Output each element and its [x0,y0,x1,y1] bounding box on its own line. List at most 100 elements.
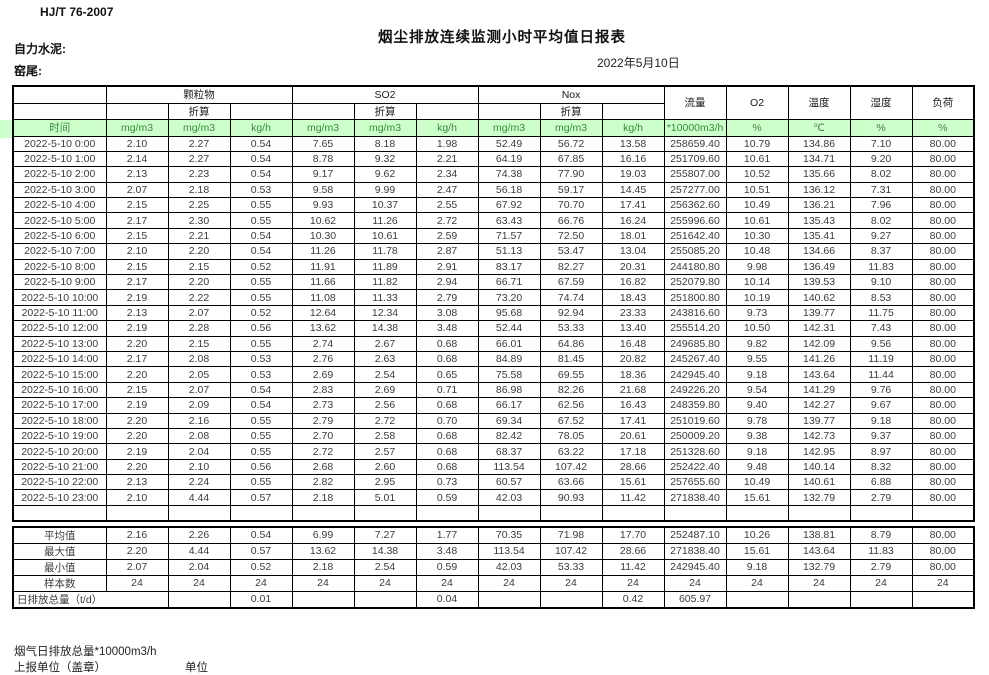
value-cell: 10.61 [725,212,789,229]
data-row: 2022-5-10 1:00 2.14 2.27 0.54 8.78 9.32 2.21 64… [12,150,975,168]
value-cell: 18.36 [601,366,665,383]
value-cell: 2.20 [105,412,169,429]
value-cell: 9.76 [849,381,913,399]
summary-value-cell: 0.59 [415,558,479,576]
value-cell: 8.78 [291,150,355,168]
value-cell: 2.47 [415,181,479,199]
value-cell: 250009.20 [663,427,727,445]
report-table-area: 颗粒物 SO2 Nox 流量 O2 温度 湿度 负荷 折算 折算 折算 [12,85,976,609]
value-cell: 248359.80 [663,397,727,414]
daily-total-value-cell: 0.42 [601,590,665,609]
time-cell: 2022-5-10 23:00 [12,489,107,506]
value-cell: 0.68 [415,427,479,445]
value-cell: 52.49 [477,135,541,152]
time-cell: 2022-5-10 18:00 [12,412,107,429]
summary-value-cell: 13.62 [291,542,355,560]
value-cell: 66.76 [539,212,603,229]
value-cell: 2.91 [415,258,479,276]
data-row: 2022-5-10 22:00 2.13 2.24 0.55 2.82 2.95 0.73 6… [12,474,975,491]
value-cell: 10.49 [725,197,789,214]
value-cell: 23.33 [601,304,665,322]
value-cell: 2.19 [105,289,169,306]
value-cell: 2.18 [291,489,355,506]
value-cell: 59.17 [539,181,603,199]
value-cell: 17.41 [601,412,665,429]
value-cell: 15.61 [601,474,665,491]
summary-value-cell: 9.18 [725,558,789,576]
value-cell: 2.10 [105,489,169,506]
daily-total-value-cell [539,590,603,609]
data-row: 2022-5-10 5:00 2.17 2.30 0.55 10.62 11.26 2.72… [12,212,975,229]
value-cell: 2.19 [105,397,169,414]
value-cell: 141.29 [787,381,851,399]
value-cell: 0.54 [229,243,293,260]
value-cell: 2.67 [353,335,417,352]
summary-value-cell: 24 [539,574,603,592]
value-cell: 80.00 [911,350,975,368]
value-cell: 2.63 [353,350,417,368]
daily-total-value-cell [787,590,851,609]
value-cell: 56.18 [477,181,541,199]
location-label: 窑尾: [14,64,42,78]
value-cell: 0.54 [229,381,293,399]
value-cell: 9.58 [291,181,355,199]
value-cell: 2.21 [415,150,479,168]
unit-cell: mg/m3 [291,118,355,137]
value-cell: 2.22 [167,289,231,306]
daily-total-value-cell [291,590,355,609]
value-cell: 20.82 [601,350,665,368]
value-cell: 66.71 [477,274,541,291]
value-cell: 11.08 [291,289,355,306]
unit-cell: mg/m3 [167,118,231,137]
unit-cell: kg/h [229,118,293,137]
time-cell: 2022-5-10 2:00 [12,166,107,183]
value-cell: 252422.40 [663,458,727,476]
summary-value-cell: 0.54 [229,526,293,544]
value-cell: 16.24 [601,212,665,229]
value-cell: 2.54 [353,366,417,383]
value-cell: 56.72 [539,135,603,152]
value-cell: 80.00 [911,304,975,322]
value-cell: 0.55 [229,335,293,352]
unit-cell: % [849,118,913,137]
value-cell: 11.26 [353,212,417,229]
value-cell: 2.20 [105,458,169,476]
value-cell: 9.62 [353,166,417,183]
value-cell: 0.53 [229,181,293,199]
value-cell: 0.71 [415,381,479,399]
value-cell: 134.71 [787,150,851,168]
value-cell: 63.43 [477,212,541,229]
value-cell: 107.42 [539,458,603,476]
value-cell: 2.76 [291,350,355,368]
value-cell: 80.00 [911,150,975,168]
value-cell: 10.62 [291,212,355,229]
value-cell: 136.12 [787,181,851,199]
value-cell: 251019.60 [663,412,727,429]
summary-table: 平均值 2.16 2.26 0.54 6.99 7.27 1.77 70.35 71.98 17.… [12,525,975,609]
unit-cell: mg/m3 [105,118,169,137]
value-cell: 0.54 [229,397,293,414]
value-cell: 140.14 [787,458,851,476]
value-cell: 2.20 [105,366,169,383]
value-cell: 2.83 [291,381,355,399]
summary-value-cell: 11.42 [601,558,665,576]
value-cell: 2.07 [167,381,231,399]
summary-label: 最大值 [12,542,107,560]
unit-cell: kg/h [601,118,665,137]
value-cell: 51.13 [477,243,541,260]
value-cell: 2.07 [105,181,169,199]
value-cell: 8.32 [849,458,913,476]
value-cell: 7.65 [291,135,355,152]
value-cell: 10.61 [353,227,417,245]
value-cell: 0.73 [415,474,479,491]
summary-value-cell: 80.00 [911,558,975,576]
value-cell: 2.74 [291,335,355,352]
value-cell: 20.61 [601,427,665,445]
time-cell: 2022-5-10 21:00 [12,458,107,476]
summary-label: 平均值 [12,526,107,544]
value-cell: 9.18 [725,366,789,383]
summary-value-cell: 24 [477,574,541,592]
value-cell: 0.54 [229,135,293,152]
value-cell: 0.56 [229,458,293,476]
value-cell: 15.61 [725,489,789,506]
